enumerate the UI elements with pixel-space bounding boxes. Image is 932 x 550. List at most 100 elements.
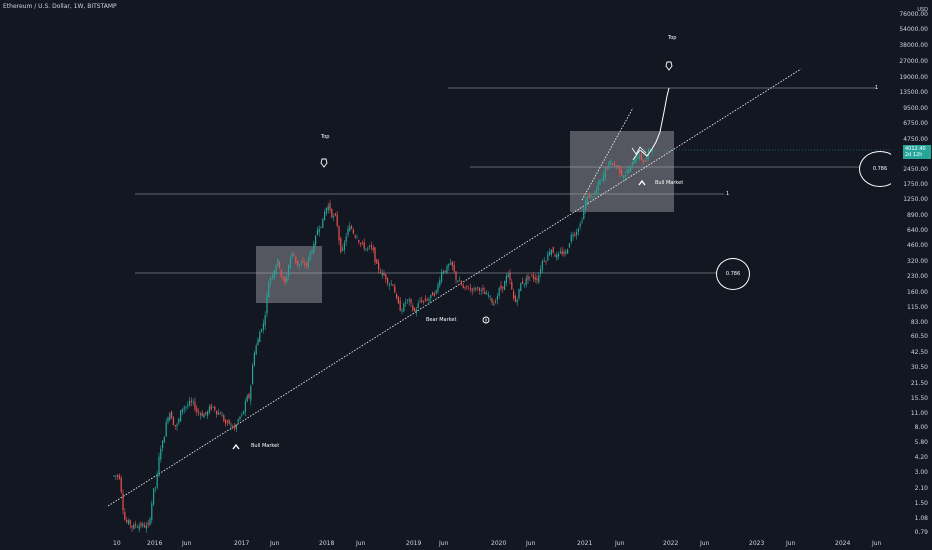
candle-body xyxy=(424,298,426,301)
price-tick-label: 2450.00 xyxy=(903,166,928,174)
candle-body xyxy=(610,160,612,164)
fib-level-one-right: 1 xyxy=(726,191,730,197)
time-tick-label: Jun xyxy=(270,540,280,547)
candle-body xyxy=(145,525,147,529)
steep-trendline[interactable] xyxy=(581,107,634,201)
candle-body xyxy=(207,411,209,416)
candle-body xyxy=(550,249,552,255)
candle-body xyxy=(457,280,459,282)
candle-body xyxy=(491,298,493,303)
candle-body xyxy=(455,271,457,280)
candle-body xyxy=(365,248,367,251)
candle-body xyxy=(199,413,201,415)
candle-body xyxy=(160,448,162,460)
candle-body xyxy=(612,163,614,166)
candle-body xyxy=(219,413,221,415)
candle-body xyxy=(174,424,176,427)
candle-body xyxy=(311,250,313,253)
candle-body xyxy=(361,242,363,244)
candle-body xyxy=(435,290,437,294)
candle-body xyxy=(205,412,207,415)
candle-body xyxy=(583,209,585,219)
bar-countdown: 2d 12h xyxy=(905,152,923,158)
price-tick-label: 115.00 xyxy=(907,304,928,312)
candle-body xyxy=(529,276,531,278)
candle-body xyxy=(289,257,291,269)
price-tick-label: 160.00 xyxy=(907,289,928,297)
price-chart[interactable] xyxy=(0,0,891,538)
top-label-2018: Top xyxy=(321,134,330,140)
price-tick-label: 8.00 xyxy=(914,424,928,432)
price-tick-label: 38000.00 xyxy=(899,42,928,50)
candle-body xyxy=(169,413,171,420)
candle-body xyxy=(214,406,216,410)
price-tick-label: 30.50 xyxy=(910,364,928,372)
candle-body xyxy=(374,247,376,263)
candle-body xyxy=(399,300,401,311)
price-tick-label: 9500.00 xyxy=(903,104,928,112)
candle-body xyxy=(604,167,606,178)
candle-body xyxy=(163,436,165,443)
candle-body xyxy=(518,289,520,298)
candle-body xyxy=(331,208,333,218)
candle-body xyxy=(570,234,572,243)
candle-body xyxy=(469,287,471,289)
projection-path[interactable] xyxy=(632,87,670,161)
candle-body xyxy=(306,262,308,266)
candle-body xyxy=(196,408,198,413)
candle-body xyxy=(601,179,603,180)
candle-body xyxy=(347,228,349,235)
candle-body xyxy=(343,242,345,250)
price-axis[interactable]: USD 76000.00 54000.00 38000.00 27000.00 1900… xyxy=(891,0,932,550)
bull-arrow-icon-2017 xyxy=(232,443,240,450)
candle-body xyxy=(394,286,396,293)
candle-body xyxy=(201,412,203,417)
candle-body xyxy=(228,419,230,424)
price-tick-label: 0.79 xyxy=(914,529,928,536)
long-term-trendline[interactable] xyxy=(107,68,802,507)
candle-body xyxy=(451,261,453,266)
price-tick-label: 1250.00 xyxy=(903,196,928,204)
candle-body xyxy=(309,251,311,260)
candle-body xyxy=(261,329,263,332)
time-tick-label: Jun xyxy=(356,540,366,547)
candle-body xyxy=(541,260,543,270)
candle-body xyxy=(408,299,410,301)
candle-body xyxy=(613,162,615,166)
top-marker-icon-2018 xyxy=(320,158,328,168)
time-tick-label: 2021 xyxy=(577,540,593,547)
candle-body xyxy=(268,282,270,298)
candle-body xyxy=(532,275,534,279)
currency-label: USD xyxy=(917,7,928,13)
candle-body xyxy=(520,283,522,291)
candle-body xyxy=(313,243,315,254)
candle-body xyxy=(635,158,637,164)
chart-area[interactable]: Ethereum / U.S. Dollar, 1W, BITSTAMP Top… xyxy=(0,0,901,538)
time-tick-label: 2022 xyxy=(663,540,679,547)
price-tick-label: 5.80 xyxy=(914,439,928,446)
candle-body xyxy=(264,315,266,326)
candle-body xyxy=(406,299,408,301)
candle-body xyxy=(167,417,169,423)
fib-786-circle-lower[interactable]: 0.786 xyxy=(716,258,750,290)
candle-body xyxy=(595,190,597,193)
candle-body xyxy=(279,261,281,268)
candle-body xyxy=(579,223,581,227)
candle-body xyxy=(592,196,594,198)
bear-market-label: Bear Market xyxy=(426,317,457,323)
price-tick-label: 83.00 xyxy=(910,318,928,326)
candle-body xyxy=(581,220,583,223)
time-axis[interactable]: 10 2016 Jun 2017 Jun 2018 Jun 2019 Jun 2020 Jun 202… xyxy=(0,538,932,550)
candle-body xyxy=(439,279,441,286)
candle-body xyxy=(255,345,257,355)
candle-body xyxy=(559,251,561,253)
candle-body xyxy=(136,526,138,528)
candle-body xyxy=(536,278,538,281)
candle-body xyxy=(594,193,596,195)
candle-body xyxy=(426,299,428,301)
candle-body xyxy=(124,512,126,520)
price-tick-label: 42.50 xyxy=(910,349,928,357)
candle-body xyxy=(468,288,470,290)
candle-body xyxy=(291,252,293,256)
candle-body xyxy=(284,277,286,283)
